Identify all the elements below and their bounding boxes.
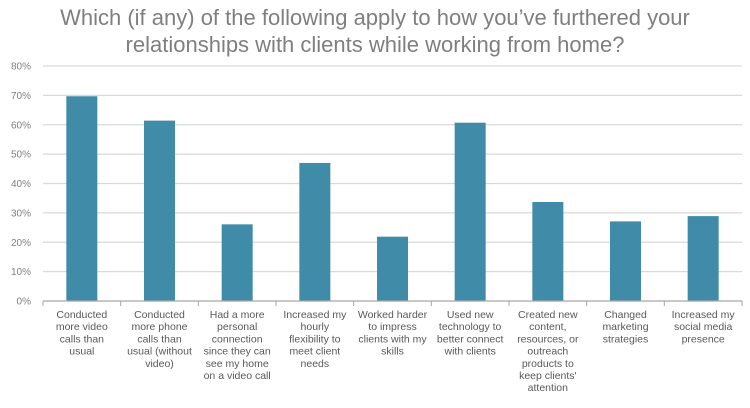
x-tick-label: Worked harder [358,309,428,321]
x-tick-label: Increased my [283,309,347,321]
x-tick-label: products to [522,358,574,370]
bar [144,120,175,301]
x-tick-label: on a video call [204,370,271,382]
y-tick-label: 30% [11,208,31,219]
x-tick-label: with clients [443,346,495,358]
x-tick-label: clients with my [358,333,427,345]
x-tick-label: calls than [137,333,182,345]
x-tick-label: Increased my [672,309,736,321]
y-tick-label: 0% [17,297,32,308]
y-tick-label: 40% [11,179,31,190]
x-tick-label: Used new [447,309,494,321]
bar [610,221,641,301]
x-tick-label: meet client [289,346,340,358]
x-tick-label: better connect [437,333,504,345]
x-tick-label: skills [381,346,404,358]
x-tick-label: Conducted [56,309,107,321]
y-tick-label: 10% [11,267,31,278]
bar [221,224,253,301]
x-tick-label: usual [69,346,94,358]
x-tick-label: resources, or [517,333,579,345]
y-tick-label: 70% [11,91,31,102]
x-tick-label: see my home [206,358,269,370]
x-tick-label: Conducted [134,309,185,321]
x-tick-label: more phone [131,321,187,333]
x-tick-label: technology to [439,321,502,333]
x-tick-label: hourly [301,321,330,333]
x-tick-label: personal [217,321,257,333]
x-tick-label: video) [145,358,174,370]
x-tick-label: needs [301,358,330,370]
x-tick-label: keep clients' [519,370,576,382]
y-tick-label: 50% [11,150,31,161]
x-tick-label: marketing [602,321,648,333]
bar [377,236,408,301]
x-tick-label: more video [56,321,108,333]
chart-title: Which (if any) of the following apply to… [60,5,690,57]
bar [66,96,98,301]
x-tick-label: since they can [204,346,271,358]
x-tick-label: connection [212,333,263,345]
x-tick-label: attention [528,382,568,394]
x-tick-label: strategies [603,333,649,345]
x-tick-label: content, [529,321,566,333]
x-tick-label: outreach [527,346,568,358]
x-tick-label: to impress [368,321,416,333]
y-tick-label: 80% [11,62,31,73]
x-tick-label: Had a more [210,309,265,321]
bar [687,216,719,301]
x-tick-label: presence [682,333,725,345]
x-tick-label: calls than [60,333,105,345]
y-tick-label: 20% [11,238,31,249]
bar [299,162,331,301]
y-tick-label: 60% [11,120,31,131]
x-tick-label: Changed [604,309,647,321]
x-tick-label: social media [674,321,733,333]
x-tick-label: flexibility to [289,333,341,345]
bar [454,122,486,301]
x-tick-label: Created new [518,309,578,321]
bar [532,202,564,301]
x-tick-label: usual (without [127,346,192,358]
